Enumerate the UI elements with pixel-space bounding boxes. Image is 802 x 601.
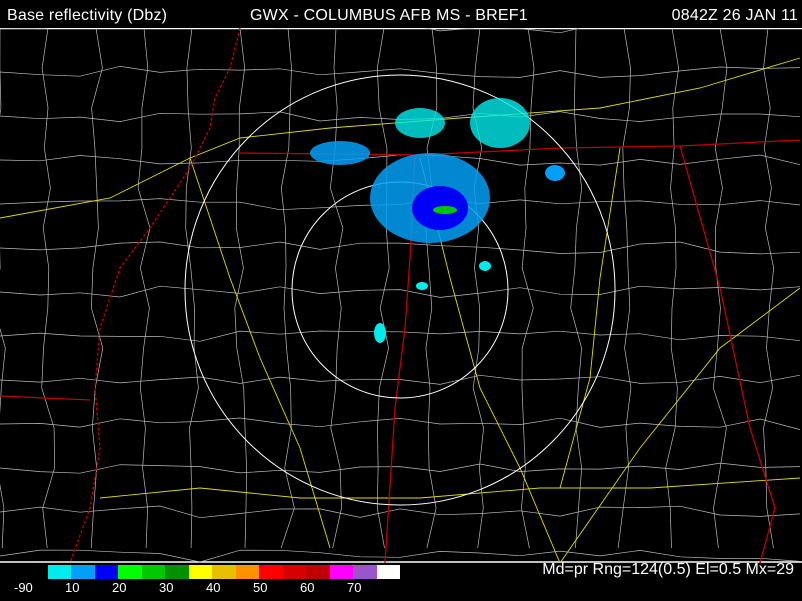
county-line [0,241,801,255]
legend-swatch [282,565,306,579]
legend-swatch [212,565,236,579]
county-line [90,28,104,549]
legend-label: 30 [159,580,174,595]
county-line [0,28,6,549]
legend-swatch [376,565,400,579]
legend-swatch [353,565,377,579]
legend-swatch [71,565,95,579]
range-ring-outer [184,74,616,506]
county-line [41,28,55,549]
county-line [376,28,390,549]
county-line [0,374,801,385]
county-line [185,28,199,549]
legend-swatch [235,565,259,579]
range-rings [184,74,616,506]
legend-swatch [259,565,283,579]
state-lines [0,28,801,563]
highways [0,57,801,563]
county-line [521,28,535,549]
legend-swatch [24,565,48,579]
legend-label: 40 [206,580,221,595]
county-line [617,28,632,549]
county-line [665,28,679,549]
county-line [0,417,801,430]
radar-map [0,28,802,563]
county-line [0,549,801,563]
legend-swatch [165,565,189,579]
legend-swatch [306,565,330,579]
county-line [570,28,583,549]
legend-swatch [118,565,142,579]
echo [470,98,530,148]
legend-label: 50 [253,580,268,595]
county-line [0,285,801,298]
echo [479,261,491,271]
legend-swatch [329,565,353,579]
county-line [0,65,801,78]
legend-label: 70 [347,580,362,595]
al-ga-border [679,145,776,563]
legend-label: 20 [112,580,127,595]
echo [395,108,445,138]
county-line [329,28,344,549]
county-line [234,28,247,549]
echo [310,141,370,165]
county-line [0,462,801,474]
precipitation-echoes [310,98,565,343]
echo [416,282,428,290]
legend-swatch [47,565,71,579]
legend-label: 60 [300,580,315,595]
timestamp: 0842Z 26 JAN 11 [671,7,798,24]
mississippi-river [69,28,241,563]
county-line [712,28,728,549]
county-line [0,330,801,342]
legend-label: -90 [14,580,33,595]
county-line [137,28,151,549]
radar-status-line: Md=pr Rng=124(0.5) El=0.5 Mx=29 [542,561,794,578]
echo [374,323,386,343]
echo [433,206,457,214]
echo [545,165,565,181]
legend-label: 10 [65,580,80,595]
county-line [763,28,775,549]
county-line [0,505,801,519]
legend-swatch [188,565,212,579]
legend-swatch [141,565,165,579]
color-legend [24,565,400,579]
county-lines [0,28,801,563]
legend-swatch [94,565,118,579]
station-title: GWX - COLUMBUS AFB MS - BREF1 [250,7,528,24]
product-title: Base reflectivity (Dbz) [7,7,168,24]
